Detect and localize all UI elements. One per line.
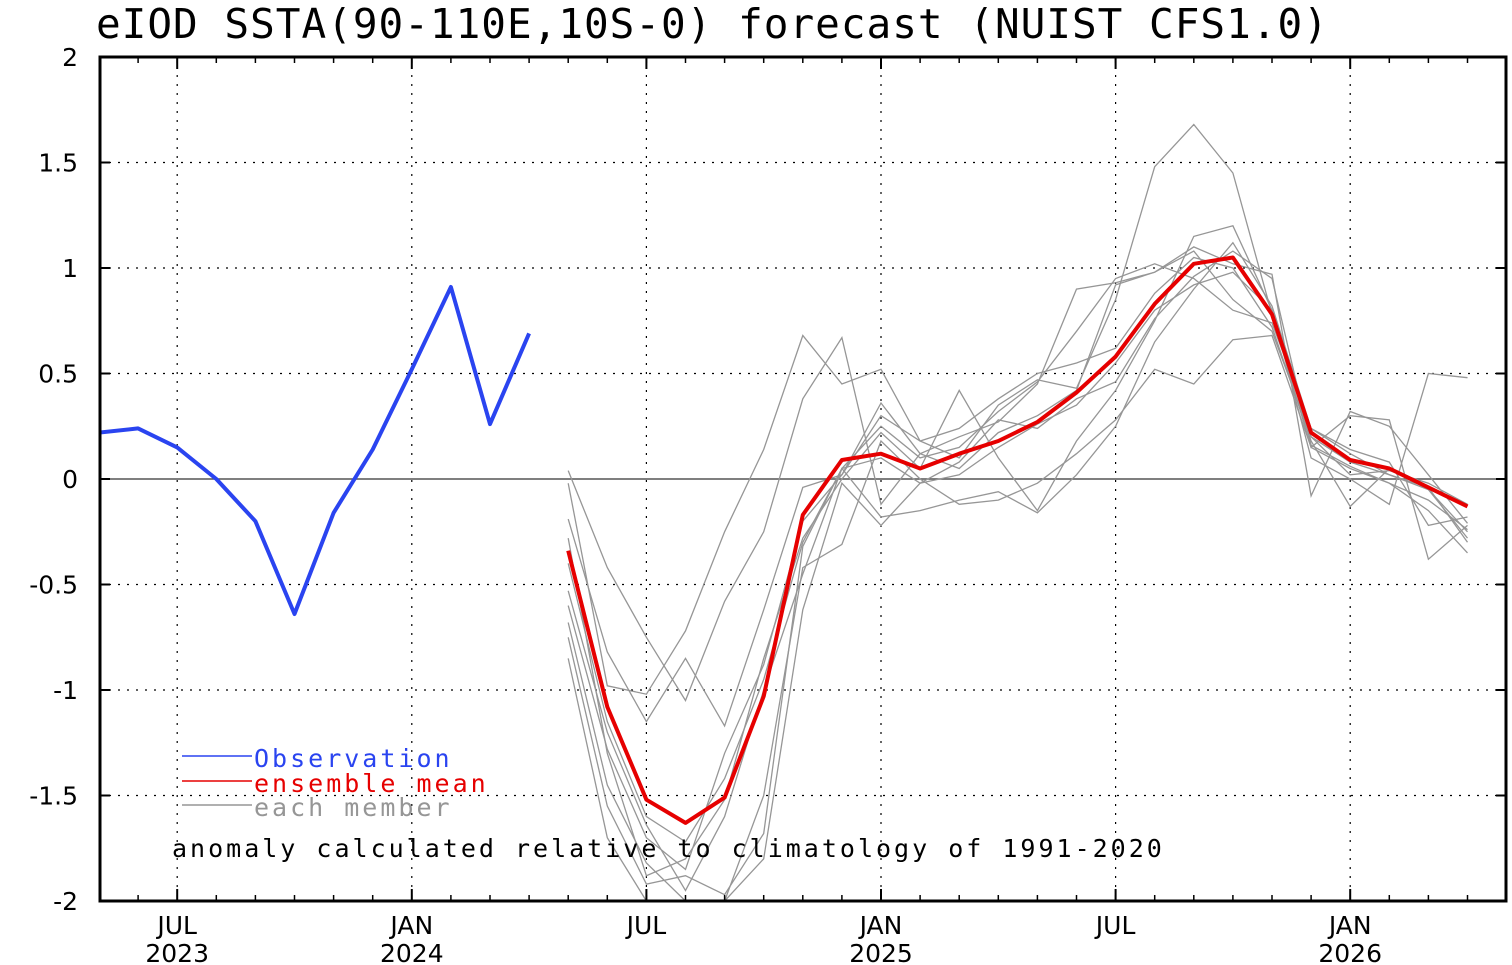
x-tick-year: 2025 [849, 939, 913, 965]
y-tick-label: -2 [53, 887, 78, 916]
member-line [567, 271, 1468, 843]
y-tick-label: 0.5 [38, 360, 78, 389]
member-line [567, 246, 1469, 728]
x-tick-month: JAN [1327, 911, 1372, 940]
x-tick-month: JUL [155, 911, 197, 940]
member-line [567, 256, 1469, 871]
x-tick-month: JUL [625, 911, 667, 940]
y-tick-label: 1.5 [38, 149, 78, 178]
y-tick-label: 2 [62, 43, 78, 72]
x-tick-month: JAN [858, 911, 903, 940]
y-tick-label: 0 [62, 465, 78, 494]
series-lines [100, 255, 1469, 825]
member-line [567, 241, 1468, 896]
member-line [567, 225, 1468, 877]
legend: Observation ensemble mean each member [182, 744, 489, 822]
observation-line [100, 285, 531, 616]
member-line [567, 123, 1468, 695]
chart-title: eIOD SSTA(90-110E,10S-0) forecast (NUIST… [96, 0, 1329, 48]
grid [100, 57, 1506, 901]
legend-label-each-member: each member [254, 793, 453, 822]
y-tick-label: -0.5 [29, 571, 78, 600]
y-tick-label: -1 [53, 676, 78, 705]
y-tick-label: -1.5 [29, 782, 78, 811]
y-axis: 2 1.5 1 0.5 0 -0.5 -1 -1.5 -2 [29, 43, 1506, 916]
climatology-note: anomaly calculated relative to climatolo… [172, 834, 1165, 863]
x-tick-year: 2026 [1318, 939, 1382, 965]
x-tick-year: 2024 [380, 939, 444, 965]
member-line [567, 250, 1468, 901]
member-line [567, 263, 1469, 892]
x-tick-month: JUL [1094, 911, 1136, 940]
y-tick-label: 1 [62, 254, 78, 283]
legend-label-observation: Observation [254, 744, 453, 773]
legend-label-ensemble-mean: ensemble mean [254, 769, 489, 798]
member-lines [567, 123, 1469, 901]
ensemble-mean-line [566, 255, 1469, 825]
x-tick-year: 2023 [145, 939, 209, 965]
x-tick-month: JAN [388, 911, 433, 940]
